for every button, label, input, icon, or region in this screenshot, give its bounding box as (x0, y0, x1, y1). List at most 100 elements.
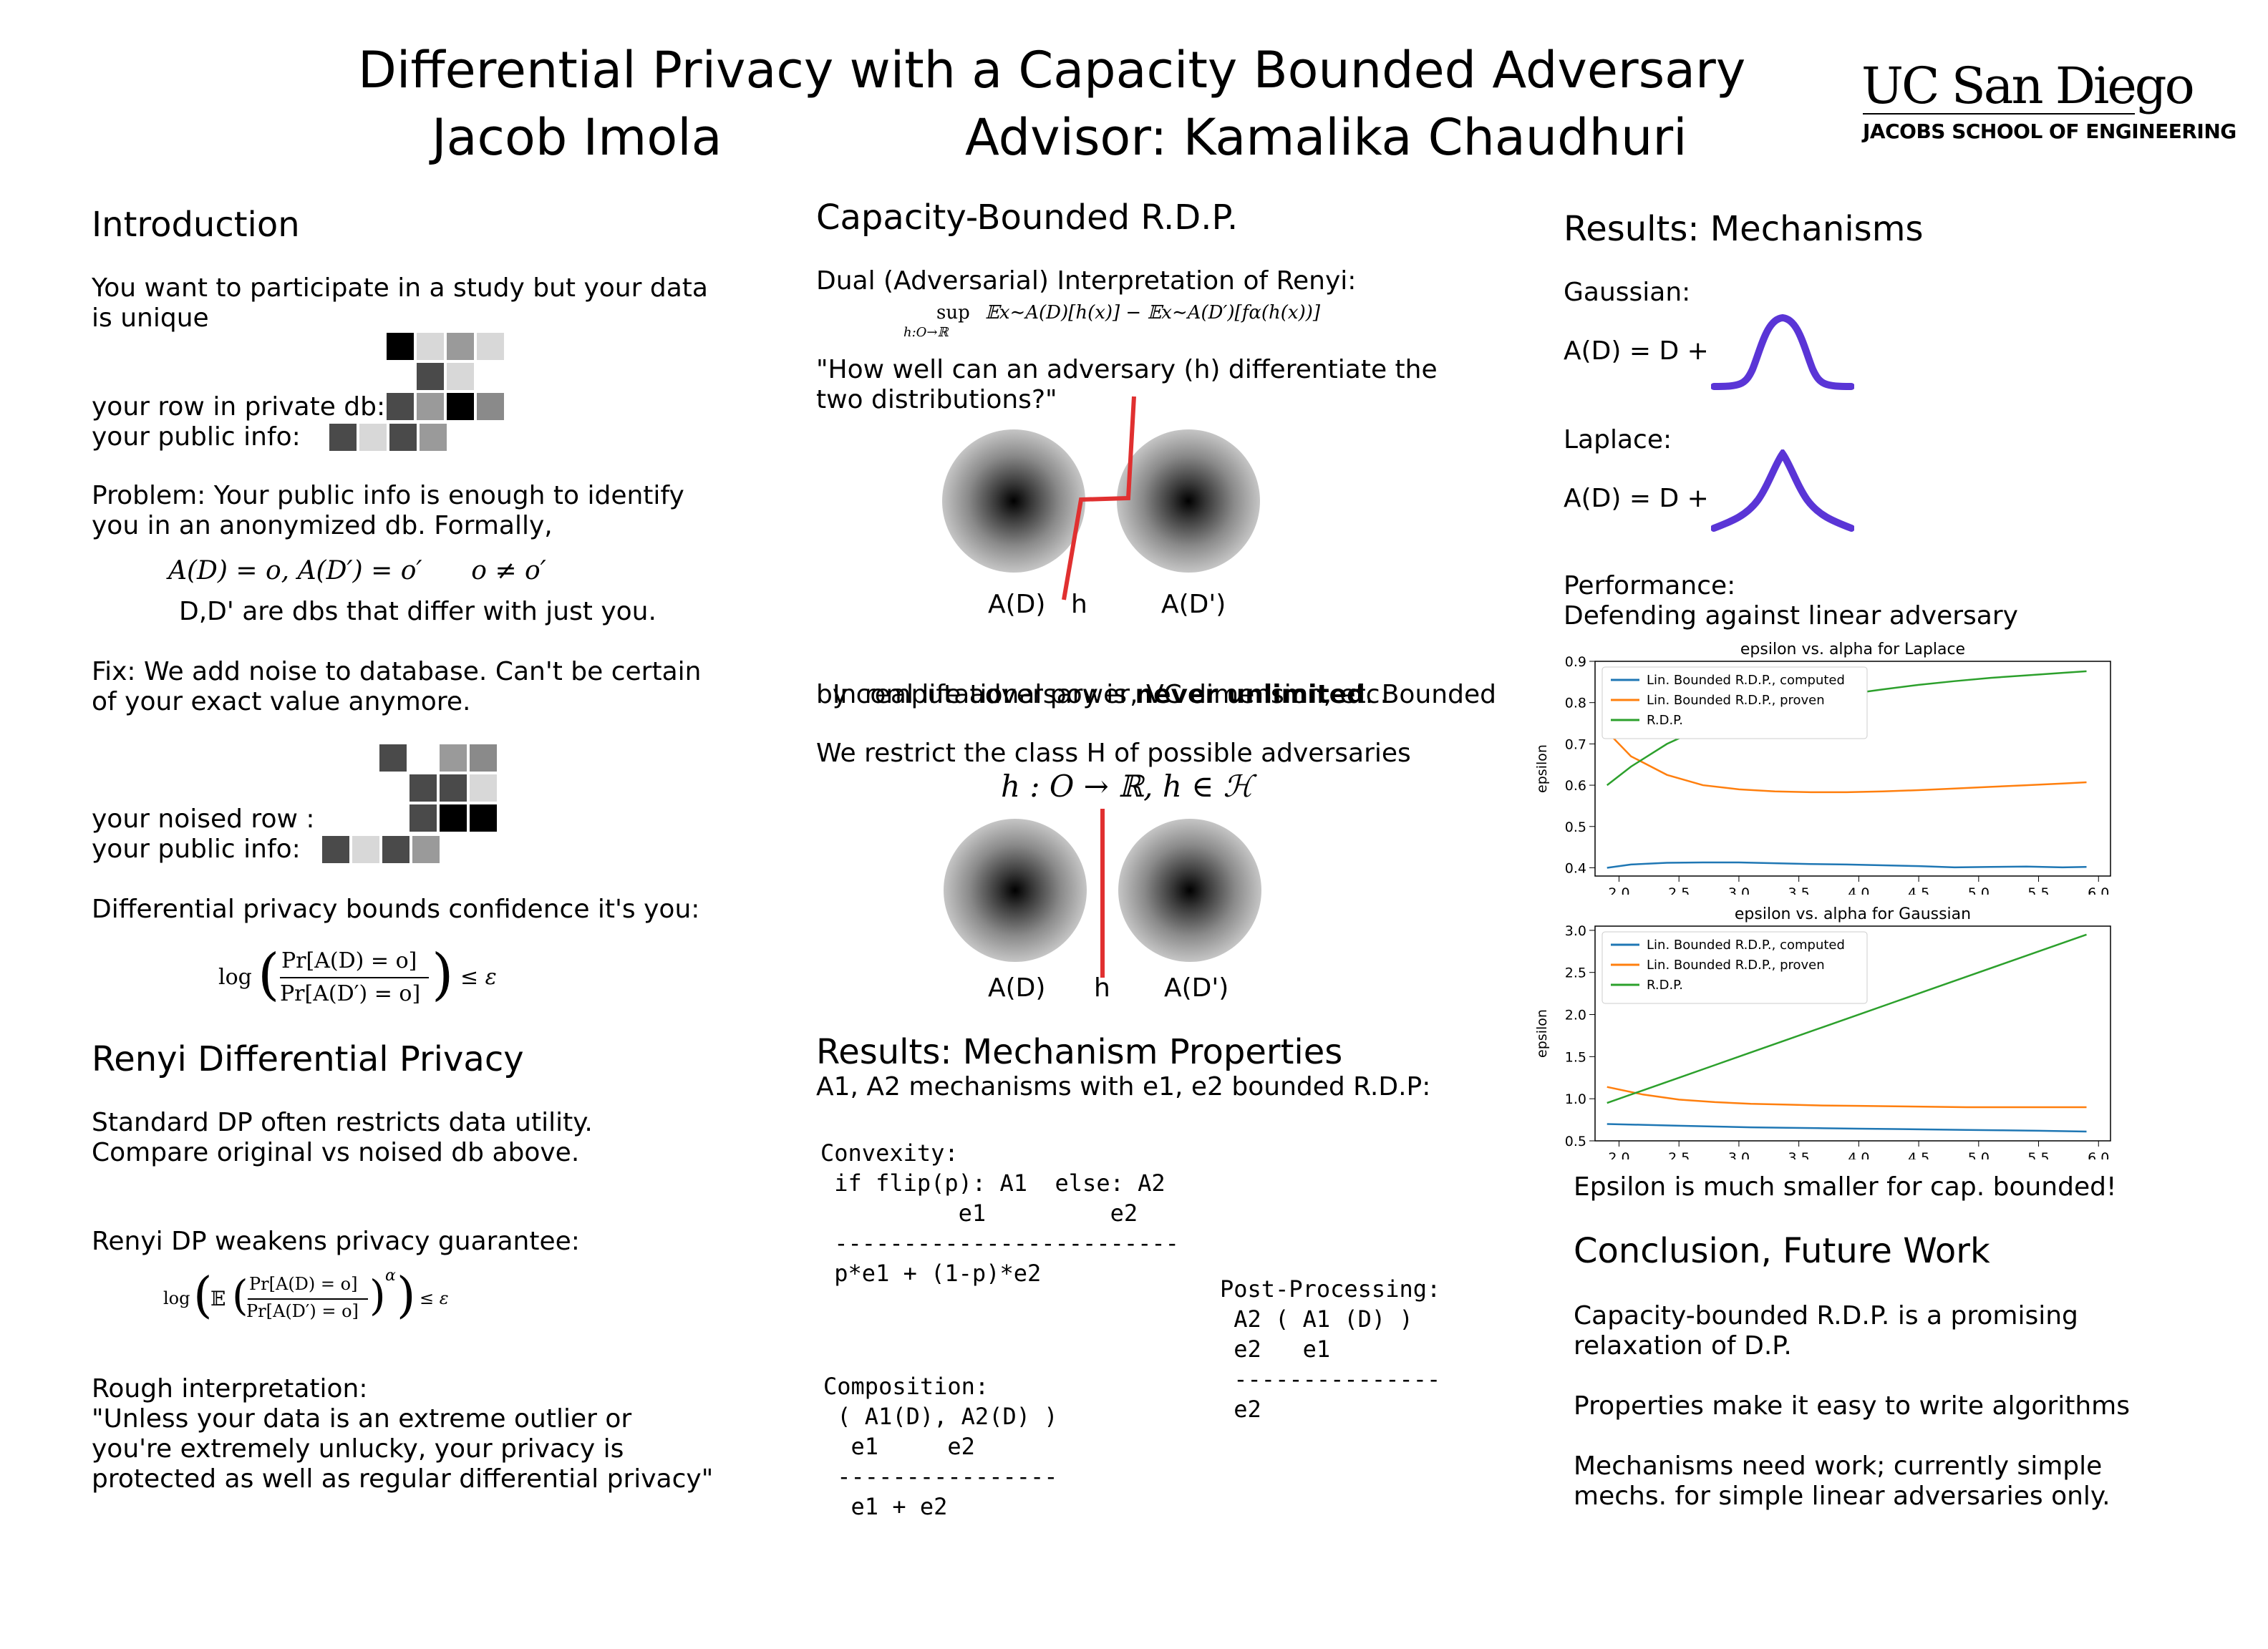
dp-log: log (218, 965, 252, 990)
legend-box (1601, 666, 1868, 739)
y-tick-label: 0.9 (1565, 654, 1586, 670)
renyi-fraction-bar (248, 1298, 368, 1300)
y-tick-label: 1.0 (1565, 1091, 1586, 1107)
y-tick-label: 0.7 (1565, 736, 1586, 752)
laplace-curve-icon (1711, 449, 1854, 532)
x-tick-label: 4.5 (1908, 1150, 1929, 1159)
public-info-grid (329, 424, 451, 452)
renyi-numerator: Pr[A(D) = o] (249, 1274, 358, 1294)
series-line-0 (1606, 1123, 2087, 1133)
fig1-label-ad: A(D) (988, 590, 1046, 619)
conclusion-text: Capacity-bounded R.D.P. is a promising r… (1574, 1301, 2130, 1511)
problem-text: Problem: Your public info is enough to i… (92, 481, 684, 540)
renyi-log: log (163, 1288, 190, 1308)
x-tick-label: 3.5 (1788, 885, 1810, 895)
renyi-paren-inner-right: ) (369, 1271, 386, 1320)
y-tick-label: 0.6 (1565, 778, 1586, 794)
epsilon-note: Epsilon is much smaller for cap. bounded… (1574, 1172, 2117, 1202)
legend-box (1601, 931, 1868, 1004)
fix-text: Fix: We add noise to database. Can't be … (92, 657, 702, 716)
x-tick-label: 4.0 (1848, 1150, 1869, 1159)
poster-title: Differential Privacy with a Capacity Bou… (358, 41, 1746, 99)
advisor-name: Advisor: Kamalika Chaudhuri (965, 108, 1687, 167)
renyi-paren-inner-left: ( (232, 1271, 248, 1320)
composition-rule: Composition: ( A1(D), A2(D) ) e1 e2 ----… (823, 1373, 1058, 1520)
y-tick-label: 0.8 (1565, 696, 1586, 711)
gaussian-equation: A(D) = D + (1564, 336, 1709, 366)
public-info-label: your public info: (92, 422, 301, 452)
dp-rhs: ≤ ε (460, 965, 497, 990)
problem-math: A(D) = o, A(D′) = o′ o ≠ o′ (168, 556, 546, 585)
dp-paren-right: ) (432, 943, 454, 1007)
nonlinear-adversary-line (1062, 396, 1136, 600)
legend-label: Lin. Bounded R.D.P., computed (1647, 673, 1845, 688)
x-tick-label: 5.0 (1968, 1150, 1990, 1159)
laplace-epsilon-chart: epsilon vs. alpha for Laplace 2.0 2.5 3.0 3.… (1534, 641, 2111, 895)
restrict-text: We restrict the class H of possible adve… (816, 739, 1411, 768)
gaussian-curve-icon (1711, 313, 1854, 390)
dp-formula: log ( Pr[A(D) = o] Pr[A(D′) = o] ) ≤ ε (218, 941, 519, 1013)
author-name: Jacob Imola (432, 108, 722, 167)
mechanism-properties-heading: Results: Mechanism Properties (816, 1032, 1343, 1072)
adversary-quote: "How well can an adversary (h) different… (816, 355, 1438, 414)
dual-formula: sup h:O→ℝ 𝔼x∼A(D)[h(x)] − 𝔼x∼A(D′)[fα(h(… (901, 299, 1359, 342)
real-life-post: . Bounded (1365, 680, 1496, 709)
renyi-paren-left: ( (193, 1268, 213, 1324)
real-life-bold: never unlimited (1135, 680, 1365, 709)
x-tick-label: 5.5 (2027, 1150, 2049, 1159)
x-tick-label: 5.0 (1968, 885, 1990, 895)
x-tick-label: 5.5 (2027, 885, 2049, 895)
chart-legend: Lin. Bounded R.D.P., computed Lin. Bounde… (1601, 666, 1868, 739)
x-tick-label: 3.0 (1728, 1150, 1750, 1159)
dual-body: 𝔼x∼A(D)[h(x)] − 𝔼x∼A(D′)[fα(h(x))] (985, 302, 1320, 324)
dual-sup-sub: h:O→ℝ (903, 325, 949, 340)
restrict-math: h : O → ℝ, h ∈ ℋ (1001, 769, 1254, 804)
x-tick-label: 6.0 (2088, 1150, 2109, 1159)
dp-fraction-bar (280, 977, 429, 978)
x-tick-label: 2.0 (1608, 885, 1629, 895)
renyi-text-2: Renyi DP weakens privacy guarantee: (92, 1227, 580, 1256)
postprocessing-rule: Post-Processing: A2 ( A1 (D) ) e2 e1 ---… (1220, 1275, 1441, 1423)
noised-row-label: your noised row : (92, 804, 315, 834)
real-life-pre: In real life adversary is (832, 680, 1135, 709)
logo-wordmark: UC San Diego (1861, 57, 2195, 115)
public-info-grid-2 (322, 836, 444, 865)
capacity-bounded-heading: Capacity-Bounded R.D.P. (816, 198, 1239, 238)
renyi-heading: Renyi Differential Privacy (92, 1039, 524, 1079)
x-tick-label: 4.0 (1848, 885, 1869, 895)
gaussian-label: Gaussian: (1564, 278, 1691, 307)
dp-denominator: Pr[A(D′) = o] (280, 981, 421, 1006)
x-tick-label: 6.0 (2088, 885, 2109, 895)
row-label: your row in private db: (92, 392, 386, 422)
chart-title: epsilon vs. alpha for Gaussian (1735, 905, 1971, 923)
fig1-label-h: h (1071, 590, 1087, 619)
distribution-ad-2 (944, 819, 1087, 962)
y-axis-label: epsilon (1534, 1009, 1550, 1058)
results-mechanisms-heading: Results: Mechanisms (1564, 209, 1924, 249)
y-axis-label: epsilon (1534, 744, 1550, 793)
series-line-1 (1606, 1086, 2087, 1109)
dp-numerator: Pr[A(D) = o] (281, 948, 417, 973)
fig2-label-ad: A(D) (988, 973, 1046, 1003)
y-tick-label: 2.5 (1565, 965, 1586, 981)
distribution-ad-1 (942, 429, 1085, 573)
legend-label: R.D.P. (1647, 713, 1683, 728)
plot-frame (1594, 661, 2111, 877)
performance-text: Performance: Defending against linear ad… (1564, 571, 2018, 631)
logo-divider (1863, 113, 2135, 115)
convexity-rule: Convexity: if flip(p): A1 else: A2 e1 e2… (820, 1139, 1179, 1287)
rough-interpretation: Rough interpretation: "Unless your data … (92, 1374, 714, 1494)
dp-text: Differential privacy bounds confidence i… (92, 895, 700, 924)
fig2-label-h: h (1094, 973, 1110, 1003)
mechanism-properties-subtitle: A1, A2 mechanisms with e1, e2 bounded R.… (816, 1072, 1431, 1101)
dp-paren-left: ( (258, 943, 280, 1007)
legend-label: Lin. Bounded R.D.P., proven (1647, 958, 1825, 973)
series-line-2 (1606, 933, 2087, 1104)
renyi-formula: log ( 𝔼 ( Pr[A(D) = o] Pr[A(D′) = o] ) α… (163, 1267, 464, 1331)
chart-title: epsilon vs. alpha for Laplace (1740, 641, 1965, 658)
distribution-adp-2 (1118, 819, 1261, 962)
real-life-text: In real life adversary is never unlimite… (816, 650, 1496, 710)
problem-note: D,D' are dbs that differ with just you. (179, 597, 656, 626)
linear-adversary-line (1100, 809, 1105, 978)
y-tick-label: 0.4 (1565, 860, 1586, 876)
